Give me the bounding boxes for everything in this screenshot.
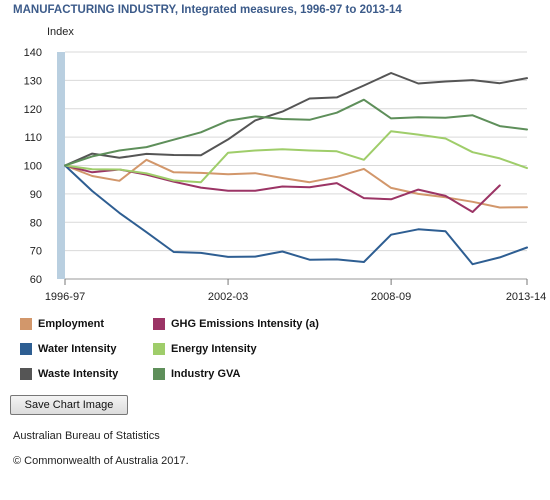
y-axis-label: Index bbox=[47, 26, 74, 38]
legend-item[interactable]: Employment bbox=[20, 316, 104, 332]
legend-item[interactable]: Energy Intensity bbox=[153, 341, 257, 357]
save-chart-image-button[interactable]: Save Chart Image bbox=[10, 395, 128, 415]
y-tick-label: 140 bbox=[24, 47, 42, 59]
legend-swatch bbox=[20, 318, 32, 330]
x-tick-label: 2008-09 bbox=[371, 291, 411, 303]
x-tick-label: 1996-97 bbox=[45, 291, 85, 303]
chart-title: MANUFACTURING INDUSTRY, Integrated measu… bbox=[13, 4, 402, 16]
legend-label: Industry GVA bbox=[171, 368, 241, 380]
y-tick-label: 70 bbox=[30, 246, 42, 258]
x-tick-label: 2002-03 bbox=[208, 291, 248, 303]
legend-item[interactable]: Industry GVA bbox=[153, 366, 240, 382]
legend-label: GHG Emissions Intensity (a) bbox=[171, 318, 319, 330]
series-lines bbox=[64, 72, 528, 266]
series-line-water-intensity bbox=[64, 164, 528, 266]
legend-label: Waste Intensity bbox=[38, 368, 119, 380]
legend-swatch bbox=[153, 343, 165, 355]
y-tick-label: 130 bbox=[24, 75, 42, 87]
legend-item[interactable]: Waste Intensity bbox=[20, 366, 118, 382]
y-tick-label: 120 bbox=[24, 104, 42, 116]
line-chart: 60 70 80 90 100 110 120 130 140 1996-97 2002-03 20… bbox=[24, 47, 547, 303]
legend-swatch bbox=[20, 343, 32, 355]
y-tick-label: 100 bbox=[24, 161, 42, 173]
y-tick-label: 60 bbox=[30, 274, 42, 286]
series-line-energy-intensity bbox=[64, 130, 528, 184]
legend-swatch bbox=[153, 318, 165, 330]
source-text: Australian Bureau of Statistics bbox=[13, 430, 160, 442]
y-tick-label: 110 bbox=[24, 132, 42, 144]
series-line-ghg-emissions-intensity-a bbox=[64, 164, 501, 213]
legend-label: Water Intensity bbox=[38, 343, 117, 355]
legend-item[interactable]: GHG Emissions Intensity (a) bbox=[153, 316, 319, 332]
legend-swatch bbox=[20, 368, 32, 380]
x-ticks: 1996-97 2002-03 2008-09 2013-14 bbox=[45, 279, 546, 303]
y-axis-bar bbox=[57, 52, 65, 279]
copyright-text: © Commonwealth of Australia 2017. bbox=[13, 455, 189, 467]
series-line-employment bbox=[64, 158, 528, 209]
y-tick-label: 90 bbox=[30, 189, 42, 201]
series-line-waste-intensity bbox=[64, 72, 528, 167]
series-line-industry-gva bbox=[64, 98, 528, 167]
y-tick-label: 80 bbox=[30, 217, 42, 229]
legend-label: Energy Intensity bbox=[171, 343, 257, 355]
legend-swatch bbox=[153, 368, 165, 380]
legend-item[interactable]: Water Intensity bbox=[20, 341, 116, 357]
y-ticks: 60 70 80 90 100 110 120 130 140 bbox=[24, 47, 42, 286]
x-tick-label: 2013-14 bbox=[506, 291, 546, 303]
legend-label: Employment bbox=[38, 318, 105, 330]
